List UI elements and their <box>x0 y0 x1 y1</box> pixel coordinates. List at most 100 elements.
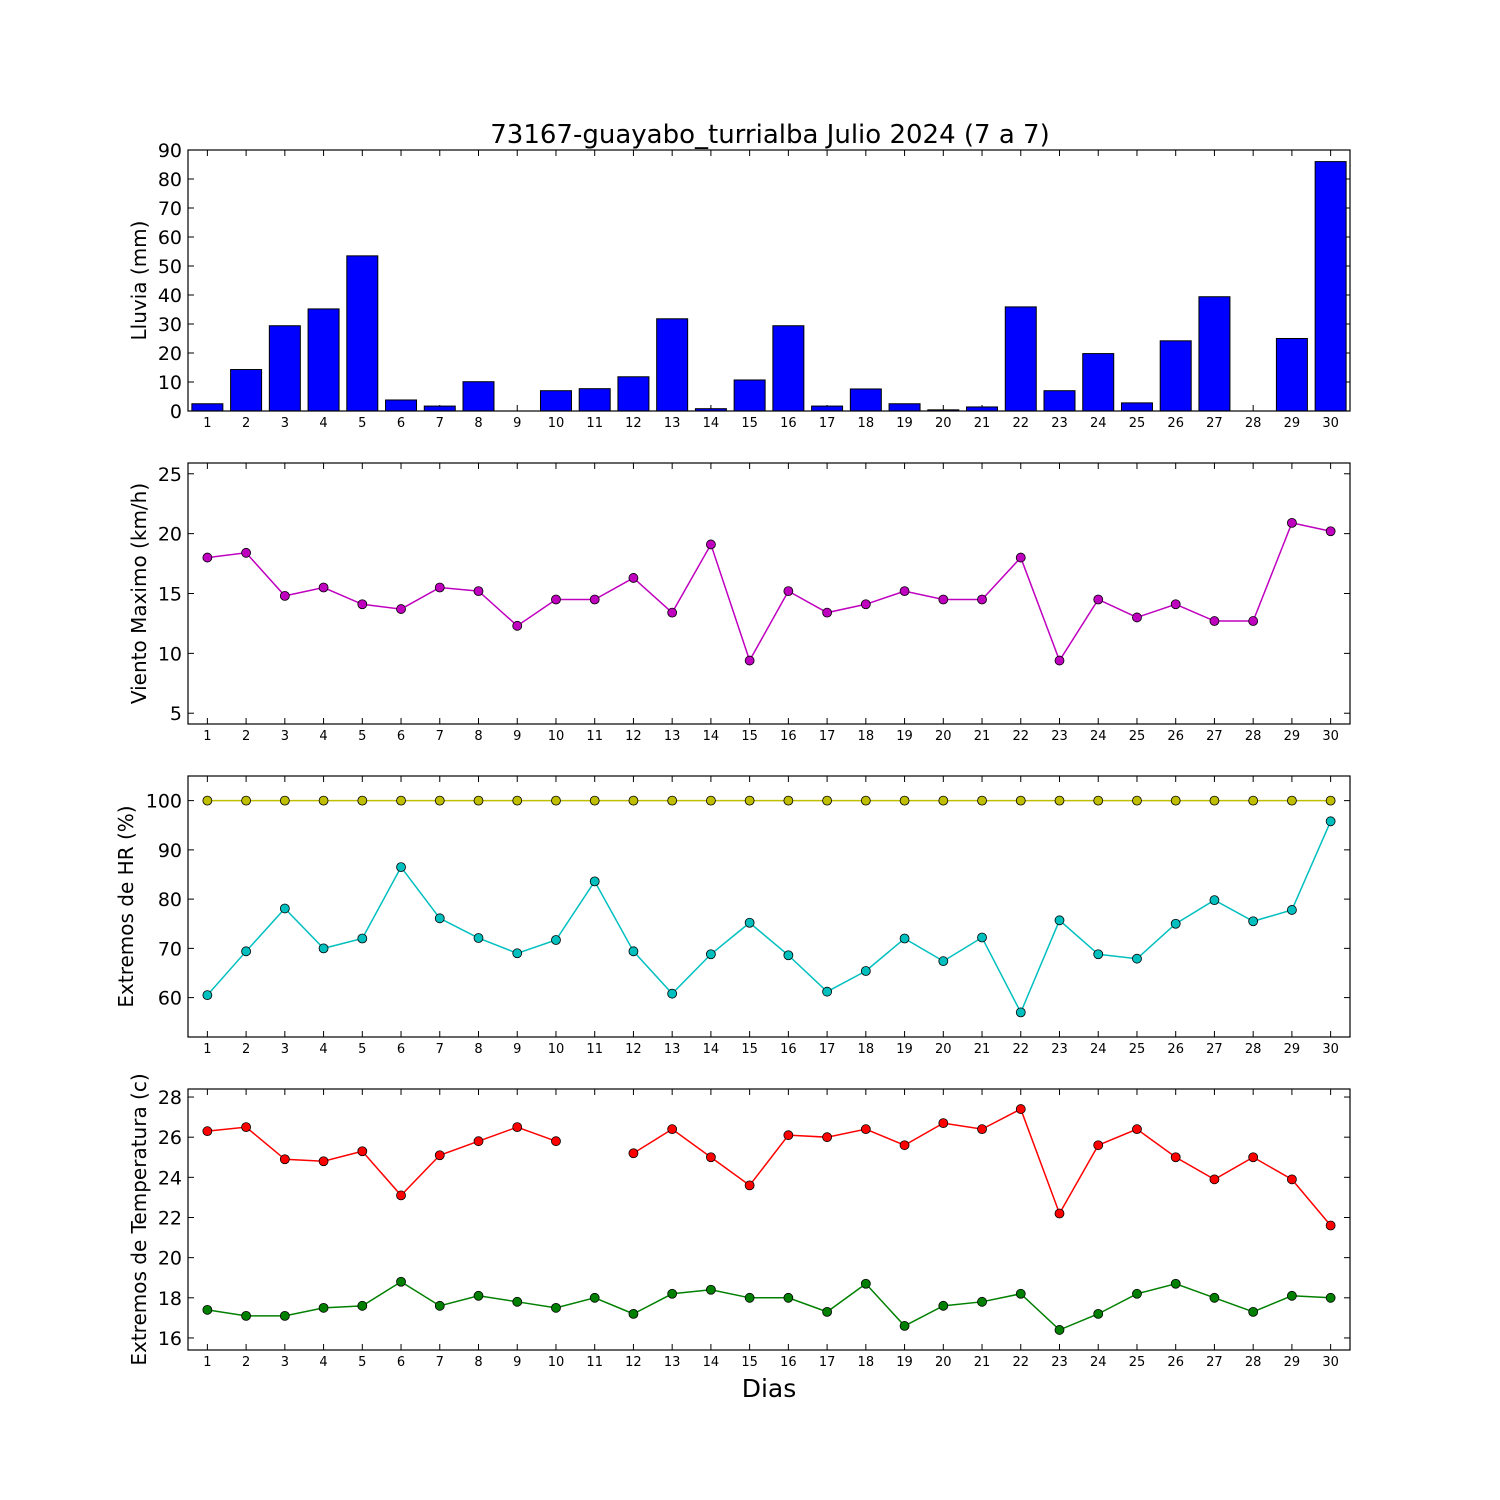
x-tick-label: 30 <box>1322 1042 1339 1057</box>
data-point <box>551 1302 561 1313</box>
panel-1: 1 2 3 4 5 6 7 8 9 10 11 12 13 14 15 16 17 18 19 20 21 22 23 24 2… <box>127 140 1351 431</box>
bar <box>1043 390 1076 412</box>
data-point <box>241 795 252 806</box>
data-point <box>706 949 716 960</box>
data-point <box>396 604 406 614</box>
data-point <box>706 539 716 550</box>
bar <box>733 379 766 412</box>
x-tick-label: 1 <box>203 729 211 744</box>
x-tick-label: 23 <box>1051 729 1068 744</box>
y-tick-label: 24 <box>158 1167 182 1189</box>
x-tick-label: 19 <box>896 416 913 431</box>
y-tick-label: 10 <box>158 643 182 665</box>
y-tick-label: 90 <box>158 840 182 862</box>
x-tick-label: 12 <box>625 1042 642 1057</box>
bar <box>268 325 301 412</box>
data-point <box>783 1130 794 1141</box>
y-tick-label: 25 <box>158 464 182 486</box>
x-tick-label: 16 <box>780 1042 797 1057</box>
x-tick-label: 2 <box>242 416 250 431</box>
data-point <box>1093 1308 1104 1319</box>
data-point <box>1209 1292 1220 1303</box>
data-point <box>1287 905 1297 915</box>
y-tick-label: 80 <box>158 169 182 191</box>
x-tick-label: 5 <box>358 416 366 431</box>
x-tick-label: 25 <box>1129 729 1146 744</box>
x-tick-label: 15 <box>741 1042 758 1057</box>
x-tick-label: 22 <box>1012 729 1029 744</box>
data-point <box>1287 517 1297 528</box>
data-point <box>318 1302 329 1313</box>
data-point <box>628 946 639 957</box>
data-point <box>202 990 213 1001</box>
x-tick-label: 8 <box>474 416 482 431</box>
x-tick-label: 17 <box>819 1042 836 1057</box>
x-tick-label: 8 <box>474 1042 482 1057</box>
x-tick-label: 24 <box>1090 1355 1107 1370</box>
data-point <box>357 1146 368 1157</box>
data-point <box>822 1306 832 1317</box>
data-point <box>1054 1325 1065 1335</box>
data-point <box>860 1278 871 1289</box>
x-tick-label: 28 <box>1245 416 1262 431</box>
x-tick-label: 12 <box>625 729 642 744</box>
data-point <box>357 795 368 806</box>
x-tick-label: 26 <box>1167 1355 1184 1370</box>
data-point <box>977 1124 987 1135</box>
x-tick-label: 2 <box>242 729 250 744</box>
x-tick-label: 27 <box>1206 1355 1223 1370</box>
data-point <box>357 599 368 610</box>
series-line-2 <box>206 821 1332 1015</box>
data-point <box>512 795 523 806</box>
data-point <box>396 1190 406 1201</box>
bar <box>1314 161 1347 412</box>
data-point <box>473 1290 484 1301</box>
data-point <box>473 1136 484 1147</box>
data-point <box>822 607 832 618</box>
x-tick-label: 4 <box>319 1355 327 1370</box>
data-point <box>1209 895 1220 905</box>
data-point <box>1093 594 1104 605</box>
x-tick-label: 4 <box>319 729 327 744</box>
bar <box>578 388 611 412</box>
x-tick-label: 11 <box>586 416 603 431</box>
data-point <box>1093 795 1104 806</box>
bar <box>617 376 650 412</box>
data-point <box>1325 795 1336 806</box>
x-tick-label: 25 <box>1129 1042 1146 1057</box>
bar <box>307 308 340 412</box>
x-tick-label: 26 <box>1167 729 1184 744</box>
data-point <box>241 946 252 957</box>
data-point <box>1248 916 1259 927</box>
data-point <box>1248 1306 1259 1317</box>
data-point <box>551 795 561 806</box>
data-point <box>1132 1288 1142 1299</box>
data-point <box>783 586 794 597</box>
data-point <box>1209 616 1220 626</box>
y-tick-label: 0 <box>170 401 182 423</box>
x-tick-label: 15 <box>741 729 758 744</box>
x-tick-label: 29 <box>1284 416 1301 431</box>
data-point <box>434 1300 445 1311</box>
data-point <box>396 862 406 873</box>
data-point <box>1325 526 1336 537</box>
data-point <box>512 1122 523 1133</box>
x-tick-label: 6 <box>397 1355 405 1370</box>
data-point <box>512 1296 523 1307</box>
data-point <box>899 586 910 597</box>
x-tick-label: 22 <box>1012 1042 1029 1057</box>
data-point <box>706 795 716 806</box>
data-point <box>1132 795 1142 806</box>
x-tick-label: 16 <box>780 1355 797 1370</box>
x-tick-label: 26 <box>1167 416 1184 431</box>
y-tick-label: 50 <box>158 256 182 278</box>
x-tick-label: 12 <box>625 1355 642 1370</box>
x-tick-label: 13 <box>664 729 681 744</box>
data-point <box>279 590 290 601</box>
y-tick-label: 40 <box>158 285 182 307</box>
data-point <box>396 795 406 806</box>
panel-4: 1 2 3 4 5 6 7 8 9 10 11 12 13 14 15 16 17 18 19 20 21 22 23 24 2… <box>127 1073 1351 1370</box>
x-tick-label: 14 <box>703 729 720 744</box>
x-tick-label: 2 <box>242 1355 250 1370</box>
